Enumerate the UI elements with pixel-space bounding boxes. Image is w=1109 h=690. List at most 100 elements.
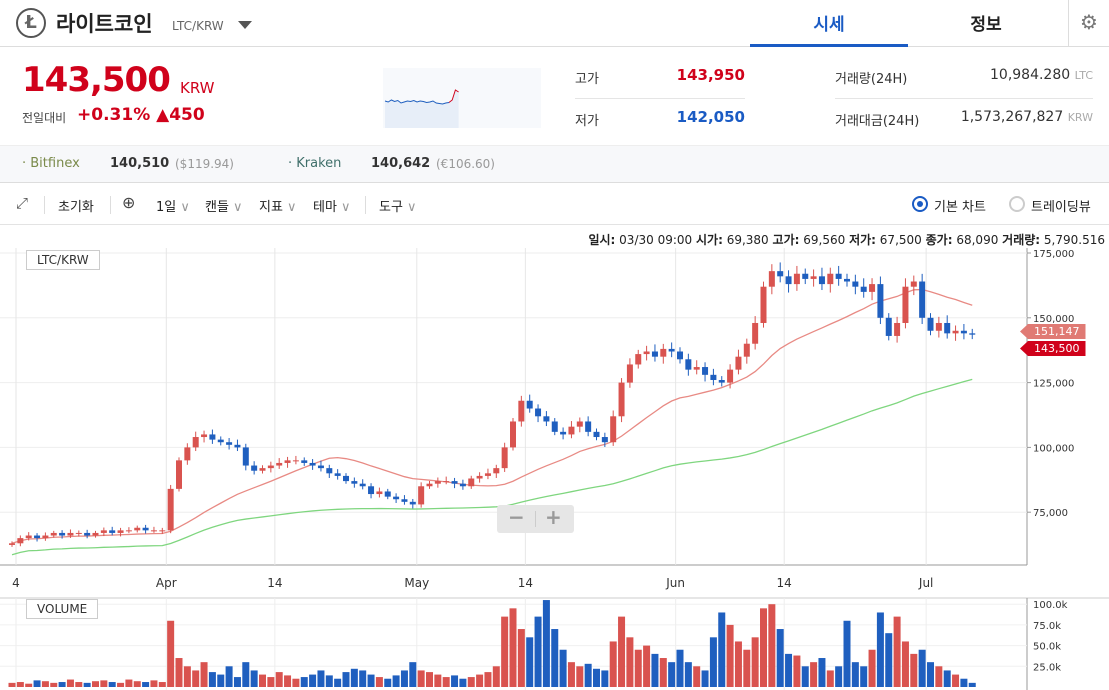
tradingview-label[interactable]: 트레이딩뷰 xyxy=(1031,200,1091,215)
candle-body xyxy=(418,486,425,505)
candle-body xyxy=(468,478,475,487)
candle-body xyxy=(952,330,959,334)
amount-label: 거래대금(24H) xyxy=(835,114,920,129)
candle-body xyxy=(877,284,884,318)
candle-body xyxy=(451,481,458,484)
volume-bar xyxy=(751,637,759,687)
volume-bar xyxy=(142,682,150,687)
volume-unit: LTC xyxy=(1074,69,1093,82)
candle-body xyxy=(902,286,909,323)
candlestick-chart[interactable]: 175,000 150,000 125,000 100,000 75,000 100.0k… xyxy=(0,226,1109,690)
volume-bar xyxy=(952,674,960,687)
volume-bar xyxy=(384,678,392,687)
basic-chart-label[interactable]: 기본 차트 xyxy=(934,200,986,215)
candle-body xyxy=(376,491,383,495)
candle-body xyxy=(351,481,358,484)
volume-bar xyxy=(843,620,851,687)
sparkline-chart xyxy=(383,68,541,128)
volume-bar xyxy=(309,674,317,687)
candle-body xyxy=(292,460,299,462)
change-value: +0.31% ▲450 xyxy=(77,105,205,125)
volume-bar xyxy=(651,653,659,687)
candle-body xyxy=(752,322,759,344)
exchange-kraken-price: 140,642 xyxy=(371,156,431,171)
candle-body xyxy=(910,281,917,287)
candle-body xyxy=(660,348,667,357)
candle-body xyxy=(927,317,934,331)
globe-icon[interactable]: ⊕ xyxy=(122,193,136,212)
sparkline-line-up xyxy=(448,89,459,103)
volume-bar xyxy=(317,670,325,687)
tools-dropdown[interactable]: 도구 ∨ xyxy=(379,200,417,215)
date-tick-label: 4 xyxy=(12,576,20,590)
indicator-dropdown[interactable]: 지표 ∨ xyxy=(259,200,297,215)
candle-body xyxy=(359,483,366,487)
volume-tick-label: 100.0k xyxy=(1033,600,1068,611)
tab-info[interactable]: 정보 xyxy=(970,15,1002,35)
volume-bar xyxy=(58,682,66,687)
gear-icon[interactable]: ⚙ xyxy=(1068,0,1109,46)
candle-body xyxy=(718,380,725,383)
candle-body xyxy=(651,351,658,357)
candle-body xyxy=(618,382,625,417)
high-value: 143,950 xyxy=(676,66,745,84)
volume-bar xyxy=(275,672,283,687)
candle-body xyxy=(176,460,182,489)
fullscreen-icon[interactable]: ⤢ xyxy=(16,194,29,212)
volume-bar xyxy=(593,668,600,687)
ohlc-info-line: 일시: 03/30 09:00 시가: 69,380 고가: 69,560 저가… xyxy=(588,233,1105,247)
candle-body xyxy=(735,356,742,370)
basic-chart-radio[interactable] xyxy=(912,196,928,212)
candle-body xyxy=(134,527,141,531)
volume-bar xyxy=(693,666,701,687)
reset-button[interactable]: 초기화 xyxy=(58,200,94,215)
volume-bar xyxy=(350,668,358,687)
volume-bar xyxy=(776,629,784,687)
volume-bar xyxy=(559,649,567,687)
candle-body xyxy=(334,473,341,476)
change-abs: ▲450 xyxy=(156,105,205,125)
candle-body xyxy=(100,530,107,533)
tradingview-radio[interactable] xyxy=(1009,196,1025,212)
volume-bar xyxy=(400,670,408,687)
candle-body xyxy=(242,447,249,466)
tab-market[interactable]: 시세 xyxy=(750,10,908,47)
candle-body xyxy=(610,416,617,443)
candle-body xyxy=(693,367,700,370)
candle-dropdown[interactable]: 캔들 ∨ xyxy=(205,200,243,215)
candle-body xyxy=(150,530,157,532)
candle-body xyxy=(34,535,41,539)
zoom-out-button[interactable]: − xyxy=(508,505,525,529)
volume-bar xyxy=(117,682,125,687)
candle-body xyxy=(593,431,600,438)
chart-toolbar: ⤢ 초기화 ⊕ 1일 ∨ 캔들 ∨ 지표 ∨ 테마 ∨ 도구 ∨ 기본 차트 트… xyxy=(0,184,1109,225)
candle-body xyxy=(501,447,508,469)
candle-body xyxy=(309,462,316,466)
volume-bar xyxy=(618,616,626,687)
volume-bar xyxy=(417,670,425,687)
candle-body xyxy=(343,475,349,482)
volume-bar xyxy=(25,683,33,687)
exchange-bitfinex-price: 140,510 xyxy=(110,156,170,171)
period-dropdown[interactable]: 1일 ∨ xyxy=(156,200,190,215)
volume-bar xyxy=(701,670,709,687)
volume-bar xyxy=(292,678,300,687)
exchange-bitfinex-alt: ($119.94) xyxy=(175,157,234,171)
volume-bar xyxy=(41,681,49,687)
candle-body xyxy=(426,483,433,487)
volume-bar xyxy=(718,612,726,687)
candle-body xyxy=(860,286,867,292)
zoom-in-button[interactable]: + xyxy=(545,505,562,529)
exchange-prices-bar: · Bitfinex 140,510 ($119.94) · Kraken 14… xyxy=(0,145,1109,183)
candle-body xyxy=(768,271,775,287)
chart-pair-tag: LTC/KRW xyxy=(26,250,100,270)
candle-body xyxy=(777,271,784,277)
theme-dropdown[interactable]: 테마 ∨ xyxy=(313,200,351,215)
volume-bar xyxy=(684,662,692,687)
coin-dropdown-chevron-icon[interactable] xyxy=(238,21,252,29)
zoom-controls: − + xyxy=(497,505,574,533)
candle-body xyxy=(384,491,391,497)
candle-body xyxy=(677,351,683,360)
candle-body xyxy=(493,468,500,474)
volume-bar xyxy=(50,682,58,687)
